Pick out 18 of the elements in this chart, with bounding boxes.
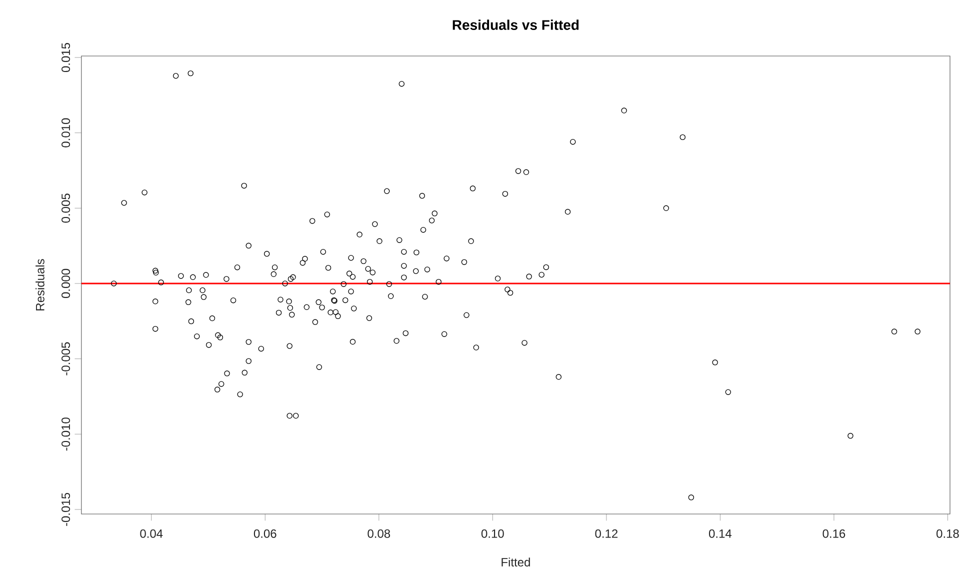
x-tick-label: 0.18	[936, 529, 959, 538]
x-tick-label: 0.10	[481, 529, 504, 538]
chart-title: Residuals vs Fitted	[452, 20, 579, 30]
y-tick-label: -0.015	[62, 492, 70, 526]
y-tick-label: -0.010	[62, 418, 70, 451]
y-tick-label: 0.015	[62, 42, 70, 72]
y-axis-title: Residuals	[36, 259, 44, 310]
y-tick-label: 0.005	[62, 194, 70, 223]
x-tick-label: 0.08	[368, 529, 390, 538]
x-tick-label: 0.12	[595, 529, 618, 538]
x-tick-label: 0.16	[822, 529, 846, 538]
x-tick-label: 0.14	[708, 529, 732, 538]
y-tick-label: -0.005	[62, 342, 70, 376]
y-tick-label: 0.010	[62, 118, 70, 148]
x-tick-label: 0.04	[140, 529, 163, 538]
x-axis-title: Fitted	[502, 558, 530, 566]
y-tick-label: 0.000	[62, 268, 70, 298]
x-tick-label: 0.06	[254, 529, 276, 538]
